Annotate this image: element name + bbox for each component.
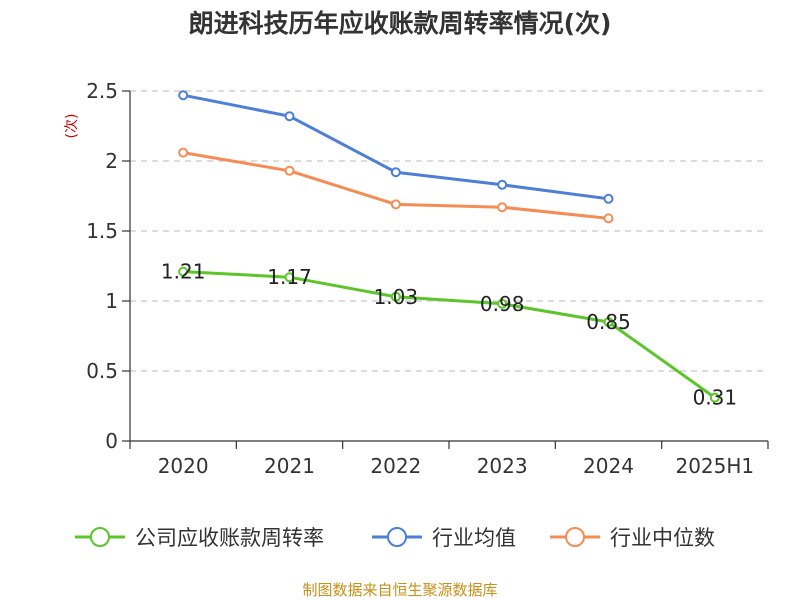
data-point: [603, 213, 614, 224]
x-tick-label: 2022: [370, 454, 421, 478]
x-tick-label: 2024: [583, 454, 634, 478]
series-line: [183, 270, 716, 399]
x-tick-label: 2025H1: [675, 454, 754, 478]
data-point: [390, 291, 401, 302]
x-tick-label: 2020: [158, 454, 209, 478]
y-axis: 0 0.5 1 1.5 2 2.5: [86, 79, 131, 453]
data-point: [603, 317, 614, 327]
data-point: [178, 90, 189, 101]
data-point: [603, 193, 614, 204]
data-label: 1.17: [267, 265, 312, 289]
data-point: [284, 165, 295, 176]
y-tick-label: 0: [105, 429, 118, 453]
series-group: [178, 90, 720, 403]
legend-item[interactable]: 行业中位数: [550, 526, 715, 550]
gridlines: [130, 90, 768, 372]
series-line: [182, 93, 609, 201]
data-point: [497, 179, 508, 190]
data-label: 0.31: [693, 386, 738, 410]
data-point: [284, 111, 295, 122]
y-tick-label: 0.5: [86, 359, 118, 383]
legend-label: 公司应收账款周转率: [135, 526, 324, 550]
data-point: [390, 199, 401, 210]
chart-title: 朗进科技历年应收账款周转率情况(次): [189, 9, 612, 38]
y-axis-unit-label: (次): [64, 114, 80, 139]
y-tick-label: 1: [105, 289, 118, 313]
legend-marker-icon: [90, 527, 110, 547]
x-axis: 2020 2021 2022 2023 2024 2025H1: [129, 440, 769, 478]
data-point: [709, 392, 720, 403]
data-label: 0.98: [480, 292, 525, 316]
legend-marker-icon: [387, 527, 407, 547]
data-point: [178, 266, 189, 277]
data-label: 0.85: [586, 310, 631, 334]
data-point: [497, 298, 508, 309]
legend-item[interactable]: 行业均值: [372, 526, 516, 550]
data-point: [497, 202, 508, 213]
legend-label: 行业均值: [432, 526, 516, 550]
data-labels: 1.21 1.17 1.03 0.98 0.85 0.31: [161, 260, 737, 410]
legend-label: 行业中位数: [610, 526, 715, 550]
legend-marker-icon: [565, 527, 585, 547]
y-tick-label: 2.5: [86, 79, 118, 103]
data-point: [390, 167, 401, 178]
data-label: 1.21: [161, 260, 206, 284]
x-tick-label: 2021: [264, 454, 315, 478]
data-point: [284, 272, 295, 283]
legend[interactable]: 公司应收账款周转率 行业均值 行业中位数: [75, 526, 715, 550]
y-tick-label: 1.5: [86, 219, 118, 243]
y-tick-label: 2: [105, 149, 118, 173]
legend-item[interactable]: 公司应收账款周转率: [75, 526, 324, 550]
x-tick-label: 2023: [477, 454, 528, 478]
data-point: [178, 147, 189, 158]
source-note: 制图数据来自恒生聚源数据库: [302, 581, 497, 599]
data-label: 1.03: [374, 285, 419, 309]
